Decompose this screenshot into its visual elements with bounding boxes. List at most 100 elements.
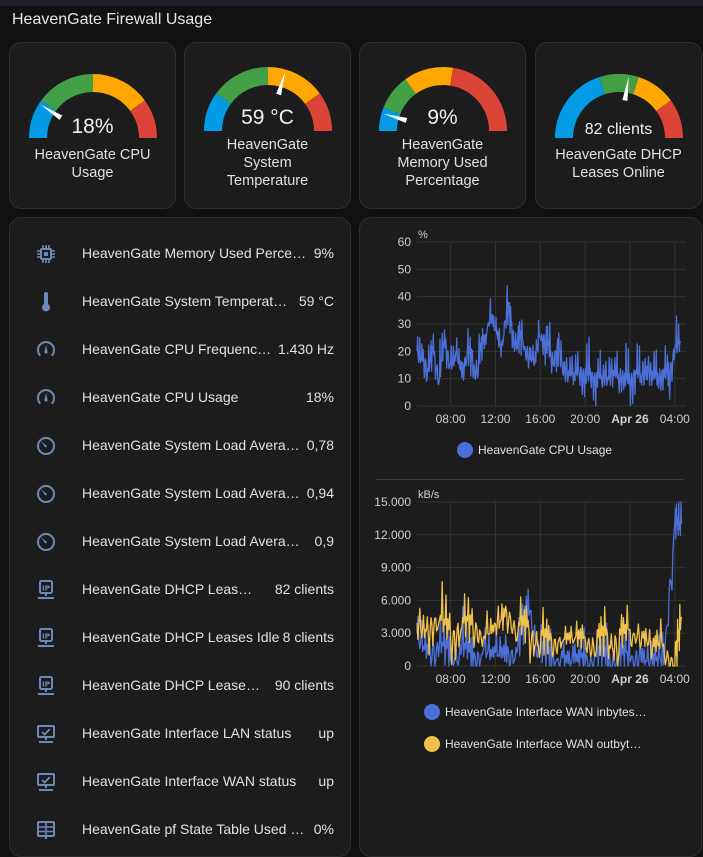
entities-card: HeavenGate Memory Used Percentage 9% Heave… [9, 217, 351, 857]
entity-state: 90 clients [274, 677, 334, 693]
entity-name: HeavenGate System Load Average 15 minute… [82, 533, 304, 549]
x-tick-label: 20:00 [570, 412, 600, 426]
entity-state: 82 clients [274, 581, 334, 597]
thermometer-icon [34, 290, 58, 314]
entity-name: HeavenGate Memory Used Percentage [82, 245, 310, 261]
entity-row[interactable]: IP HeavenGate DHCP Leases Online 82 client… [10, 566, 350, 614]
gauge-card-cpu[interactable]: 18% HeavenGate CPU Usage [9, 42, 176, 209]
entity-state: 1.430 Hz [277, 341, 334, 357]
entity-name: HeavenGate CPU Frequency Current [82, 341, 272, 357]
table-icon [34, 818, 58, 842]
entity-state: 0,78 [306, 437, 334, 453]
gauge-name-line: Percentage [405, 173, 480, 189]
gauge-name: HeavenGate System Temperature [185, 136, 350, 190]
gauge-needle [383, 113, 408, 123]
y-tick-label: 50 [398, 262, 412, 276]
gauge-arc [204, 67, 332, 132]
gauge-segment [555, 77, 606, 139]
entity-state: 9% [313, 245, 334, 261]
entity-name: HeavenGate System Load Average 5 minutes [82, 485, 300, 501]
y-tick-label: 12.000 [374, 528, 411, 542]
gauge-name-line: HeavenGate [401, 137, 484, 153]
entity-state: up [318, 773, 334, 789]
wan-chart-legend-outbytes[interactable]: HeavenGate Interface WAN outbyt… [424, 736, 641, 752]
y-tick-label: 9.000 [381, 561, 411, 575]
entity-state: 18% [305, 389, 334, 405]
gauge-name: HeavenGate Memory Used Percentage [360, 136, 525, 190]
legend-label-outbytes: HeavenGate Interface WAN outbyt… [445, 737, 642, 751]
entity-row[interactable]: HeavenGate System Load Average 15 minute… [10, 518, 350, 566]
entity-row[interactable]: HeavenGate CPU Usage 18% [10, 374, 350, 422]
gauge-arc [379, 67, 507, 132]
entity-name: HeavenGate Interface LAN status [82, 725, 292, 741]
svg-text:IP: IP [42, 633, 50, 641]
gauge-value: 9% [427, 106, 458, 129]
legend-label-inbytes: HeavenGate Interface WAN inbytes… [445, 705, 647, 719]
entity-row[interactable]: HeavenGate System Temperature 59 °C [10, 278, 350, 326]
x-tick-label: 12:00 [480, 672, 510, 686]
gauge-value: 82 clients [584, 121, 653, 138]
ip-network-icon: IP [34, 674, 58, 698]
gauge-card-temperature[interactable]: 59 °C HeavenGate System Temperature [184, 42, 351, 209]
svg-text:IP: IP [42, 681, 50, 689]
gauge-needle [40, 104, 63, 120]
gauge-segment [599, 74, 639, 95]
entity-name: HeavenGate DHCP Leases Online [82, 581, 254, 597]
x-tick-label: 16:00 [525, 672, 555, 686]
x-tick-label: 08:00 [436, 412, 466, 426]
entity-row[interactable]: HeavenGate System Load Average 1 minute 0… [10, 422, 350, 470]
gauge-icon [34, 530, 58, 554]
entity-row[interactable]: IP HeavenGate DHCP Leases Idle 8 clients [10, 614, 350, 662]
wan-chart-legend-inbytes[interactable]: HeavenGate Interface WAN inbytes… [424, 704, 647, 720]
chart-divider [376, 479, 684, 480]
monitor-check-icon [34, 770, 58, 794]
unit-label: kB/s [418, 489, 440, 501]
top-strip [0, 0, 703, 6]
y-tick-label: 10 [398, 372, 412, 386]
gauge-segment [92, 74, 145, 112]
gauge-segment [216, 67, 269, 105]
gauge-arc [555, 74, 683, 139]
gauge-name-line: HeavenGate CPU [34, 147, 151, 163]
entity-row[interactable]: IP HeavenGate DHCP Leases Total 90 clients [10, 662, 350, 710]
entity-name: HeavenGate pf State Table Used Percentag… [82, 821, 308, 837]
gauge-card-memory[interactable]: 9% HeavenGate Memory Used Percentage [359, 42, 526, 209]
gauge-segment [379, 107, 401, 132]
gauge-card-dhcp[interactable]: 82 clients HeavenGate DHCP Leases Online [535, 42, 702, 209]
entity-state: 8 clients [282, 629, 334, 645]
gauge-segment [383, 79, 417, 115]
unit-label: % [418, 229, 428, 241]
y-tick-label: 0 [404, 659, 411, 673]
gauge-name-line: Memory Used [397, 155, 488, 171]
cpu-chart-legend[interactable]: HeavenGate CPU Usage [457, 442, 612, 458]
entity-name: HeavenGate System Temperature [82, 293, 292, 309]
entity-row[interactable]: HeavenGate Interface WAN status up [10, 758, 350, 806]
y-tick-label: 40 [398, 290, 412, 304]
entity-row[interactable]: HeavenGate Interface LAN status up [10, 710, 350, 758]
entity-name: HeavenGate DHCP Leases Idle [82, 629, 280, 645]
gauge-name-line: Leases Online [572, 165, 665, 181]
gauge-name: HeavenGate CPU Usage [10, 146, 175, 182]
y-tick-label: 20 [398, 344, 412, 358]
cpu-chip-icon [34, 242, 58, 266]
x-tick-label: 08:00 [436, 672, 466, 686]
gauge-segment [41, 74, 94, 112]
legend-dot-outbytes [424, 736, 440, 752]
entity-name: HeavenGate Interface WAN status [82, 773, 297, 789]
entity-state: 0,9 [314, 533, 334, 549]
entity-name: HeavenGate System Load Average 1 minute [82, 437, 300, 453]
entity-row[interactable]: HeavenGate pf State Table Used Percentag… [10, 806, 350, 854]
gauge-name-line: Usage [71, 165, 114, 181]
entity-row[interactable]: HeavenGate CPU Frequency Current 1.430 Hz [10, 326, 350, 374]
series-line [416, 284, 682, 407]
legend-label-cpu: HeavenGate CPU Usage [478, 443, 613, 457]
gauge-arc [29, 74, 157, 139]
gauge-name-line: Temperature [226, 173, 309, 189]
history-graph-card: 0 10 20 30 40 50 60 08:00 12:00 16:00 20:00 Apr 26 0… [359, 217, 702, 857]
y-tick-label: 30 [398, 317, 412, 331]
entity-row[interactable]: HeavenGate System Load Average 5 minutes… [10, 470, 350, 518]
gauge-needle [276, 71, 286, 96]
legend-dot-cpu [457, 442, 473, 458]
gauge-segment [129, 100, 157, 139]
entity-row[interactable]: HeavenGate Memory Used Percentage 9% [10, 230, 350, 278]
